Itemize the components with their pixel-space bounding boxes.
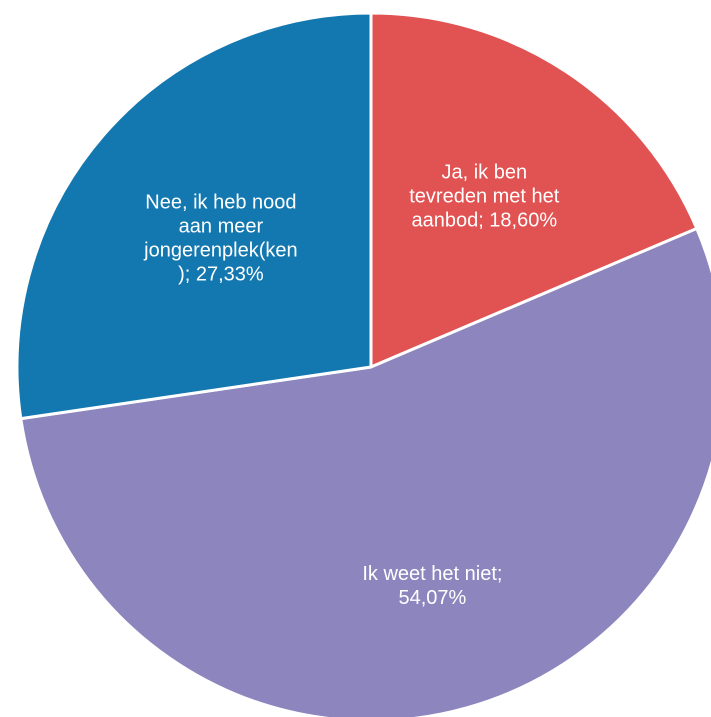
pie-slice-label-line: aanbod; 18,60% [411, 210, 557, 232]
pie-slice-label-line: tevreden met het [409, 186, 560, 208]
pie-slice-label-line: Nee, ik heb nood [145, 192, 296, 214]
pie-slice-3 [15, 11, 373, 421]
pie-slice-2 [19, 226, 711, 717]
pie-slices [15, 11, 711, 717]
pie-slice-label-1: Ja, ik ben tevreden met het aanbod; 18,60% [409, 162, 560, 232]
pie-slice-label-line: jongerenplek(ken [143, 240, 297, 262]
pie-slice-label-2: Ik weet het niet; 54,07% [362, 563, 502, 609]
pie-slice-label-3: Nee, ik heb nood aan meer jongerenplek(ken… [143, 192, 297, 286]
pie-slice-label-line: 54,07% [398, 587, 466, 609]
pie-slice-1 [369, 11, 699, 369]
pie-slice-label-line: Ja, ik ben [441, 162, 527, 184]
pie-slice-label-line: ); 27,33% [178, 264, 264, 286]
pie-slice-label-line: Ik weet het niet; [362, 563, 502, 585]
pie-labels: Ja, ik ben tevreden met het aanbod; 18,60%… [143, 162, 560, 609]
pie-slice-label-line: aan meer [179, 216, 264, 238]
